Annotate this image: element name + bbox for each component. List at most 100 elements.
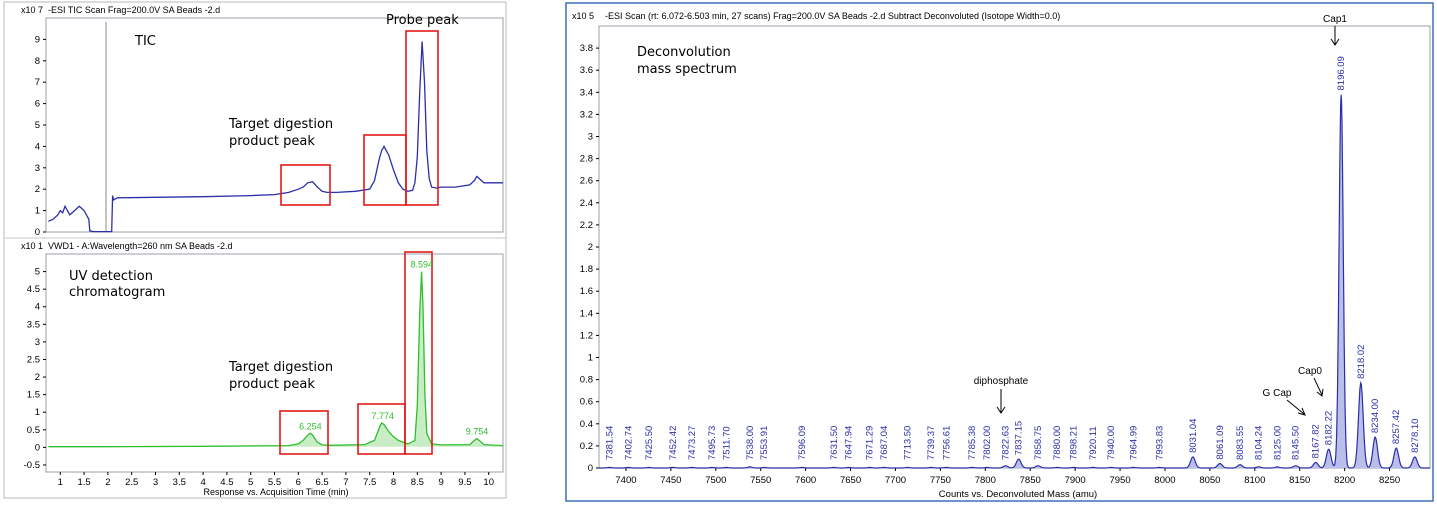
uv-xtick-label: 5.5 — [268, 477, 281, 488]
ms-ytick-label: 0.8 — [580, 375, 593, 386]
uv-xtick-label: 7 — [343, 477, 348, 488]
uv-xtick-label: 8.5 — [411, 477, 424, 488]
uv-xtick-label: 4.5 — [220, 477, 233, 488]
ms-peak-label: 8278.10 — [1410, 419, 1421, 453]
ms-ytick-label: 0 — [588, 463, 593, 474]
ms-ytick-label: 1.8 — [580, 264, 593, 275]
ms-ytick-label: 2.6 — [580, 176, 593, 187]
ms-peak-label: 7822.63 — [1001, 426, 1012, 460]
ms-ytick-label: 3.8 — [580, 43, 593, 54]
ms-peak-label: 7553.91 — [759, 426, 770, 460]
cap1-annotation: Cap1 — [1323, 14, 1347, 25]
tic-ytick-label: 4 — [35, 141, 40, 152]
ms-xtick-label: 7500 — [705, 475, 726, 486]
ms-peak-label: 7940.00 — [1106, 426, 1117, 460]
tic-probe-annotation: Probe peak — [386, 13, 459, 28]
ms-peak-label: 8031.04 — [1188, 419, 1199, 453]
ms-ytick-label: 0.4 — [580, 419, 593, 430]
ms-peak-label: 7964.99 — [1129, 426, 1140, 460]
tic-ytick-label: 5 — [35, 120, 40, 131]
uv-label-line1: UV detection — [69, 269, 153, 284]
uv-ytick-label: -0.5 — [24, 460, 40, 471]
tic-probe-box — [405, 30, 439, 206]
ms-peak-label: 7785.38 — [967, 426, 978, 460]
diphosphate-annotation: diphosphate — [974, 376, 1029, 387]
ms-xtick-label: 7550 — [750, 475, 771, 486]
uv-xtick-label: 9 — [438, 477, 443, 488]
uv-ytick-label: 0.5 — [27, 425, 40, 436]
ms-xtick-label: 7950 — [1109, 475, 1130, 486]
ms-xtick-label: 8000 — [1154, 475, 1175, 486]
uv-ytick-label: 3.5 — [27, 319, 40, 330]
ms-plot-area — [598, 25, 1431, 469]
uv-xtick-label: 3 — [153, 477, 158, 488]
ms-ytick-label: 2.8 — [580, 154, 593, 165]
ms-peak-label: 7880.00 — [1052, 426, 1063, 460]
uv-ytick-label: 0 — [35, 442, 40, 453]
cap1-arrowhead — [1330, 38, 1340, 46]
ms-peak-label: 8104.24 — [1254, 426, 1265, 460]
uv-xlabel: Response vs. Acquisition Time (min) — [203, 487, 348, 497]
uv-ytick-label: 5 — [35, 267, 40, 278]
tic-plot-area — [45, 17, 504, 233]
uv-exponent: x10 1 — [21, 241, 43, 251]
uv-peak-labels: 6.254 7.774 8.594 9.754 — [299, 260, 488, 437]
ms-peak-label: 7756.61 — [941, 426, 952, 460]
uv-ytick-label: 3 — [35, 337, 40, 348]
ms-ytick-label: 2 — [588, 242, 593, 253]
ms-peak-label: 7993.83 — [1154, 426, 1165, 460]
uv-x-axis: 1 1.5 2 2.5 3 3.5 4 4.5 5 5.5 6 6.5 7 7.5 8 8.5 9 9.5 10 — [58, 472, 494, 488]
ms-peak-label: 7511.70 — [721, 426, 732, 460]
tic-y-axis: 0 1 2 3 4 5 6 7 8 9 — [35, 34, 46, 238]
ms-peak-label: 8167.82 — [1311, 424, 1322, 458]
ms-xtick-label: 8200 — [1334, 475, 1355, 486]
uv-ytick-label: 2.5 — [27, 354, 40, 365]
ms-xtick-label: 8150 — [1289, 475, 1310, 486]
uv-ytick-label: 1 — [35, 407, 40, 418]
ms-peak-labels: 7381.54 7402.74 7425.50 7452.42 7473.27 7495.… — [604, 56, 1420, 460]
ms-spectrum-trace — [599, 94, 1430, 469]
ms-peak-label: 7452.42 — [668, 426, 679, 460]
uv-xtick-label: 1.5 — [77, 477, 90, 488]
cap0-arrow — [1313, 377, 1323, 396]
ms-ytick-label: 1.6 — [580, 286, 593, 297]
uv-ytick-label: 1.5 — [27, 390, 40, 401]
uv-xtick-label: 10 — [483, 477, 494, 488]
uv-probe-box — [404, 251, 433, 455]
tic-label: TIC — [134, 34, 156, 49]
tic-target-annotation-line1: Target digestion — [228, 117, 333, 132]
uv-peak-label: 9.754 — [466, 427, 489, 437]
ms-label-line1: Deconvolution — [637, 45, 731, 60]
ms-ytick-label: 3.6 — [580, 65, 593, 76]
ms-peak-label: 7671.29 — [865, 426, 876, 460]
ms-xtick-label: 8250 — [1379, 475, 1400, 486]
ms-peak-label: 8234.00 — [1370, 399, 1381, 433]
ms-xtick-label: 8050 — [1199, 475, 1220, 486]
ms-xtick-label: 7650 — [840, 475, 861, 486]
ms-peak-label: 7837.15 — [1014, 421, 1025, 455]
ms-peak-label: 7687.04 — [879, 426, 890, 460]
ms-peak-label: 8145.50 — [1291, 426, 1302, 460]
uv-peak-label: 7.774 — [372, 411, 395, 421]
ms-ytick-label: 1.2 — [580, 330, 593, 341]
ms-peak-label: 8257.42 — [1391, 410, 1402, 444]
uv-xtick-label: 5 — [248, 477, 253, 488]
tic-ytick-label: 0 — [35, 227, 40, 238]
ms-peak-label: 7495.73 — [707, 426, 718, 460]
uv-header: VWD1 - A:Wavelength=260 nm SA Beads -2.d — [48, 241, 233, 251]
uv-target-annotation-line2: product peak — [229, 377, 315, 392]
ms-label-line2: mass spectrum — [637, 62, 737, 77]
tic-trace — [48, 41, 503, 233]
ms-peak-label: 7647.94 — [844, 426, 855, 460]
tic-ytick-label: 2 — [35, 184, 40, 195]
ms-ytick-label: 2.2 — [580, 220, 593, 231]
uv-ytick-label: 4 — [35, 302, 40, 313]
tic-ytick-label: 3 — [35, 163, 40, 174]
ms-x-axis: 7400 7450 7500 7550 7600 7650 7700 7750 7800 7850… — [615, 468, 1400, 486]
ms-peak-label: 8083.55 — [1235, 426, 1246, 460]
ms-ytick-label: 0.2 — [580, 441, 593, 452]
uv-target-box — [279, 410, 329, 455]
uv-xtick-label: 2 — [105, 477, 110, 488]
gcap-arrow — [1286, 399, 1305, 415]
